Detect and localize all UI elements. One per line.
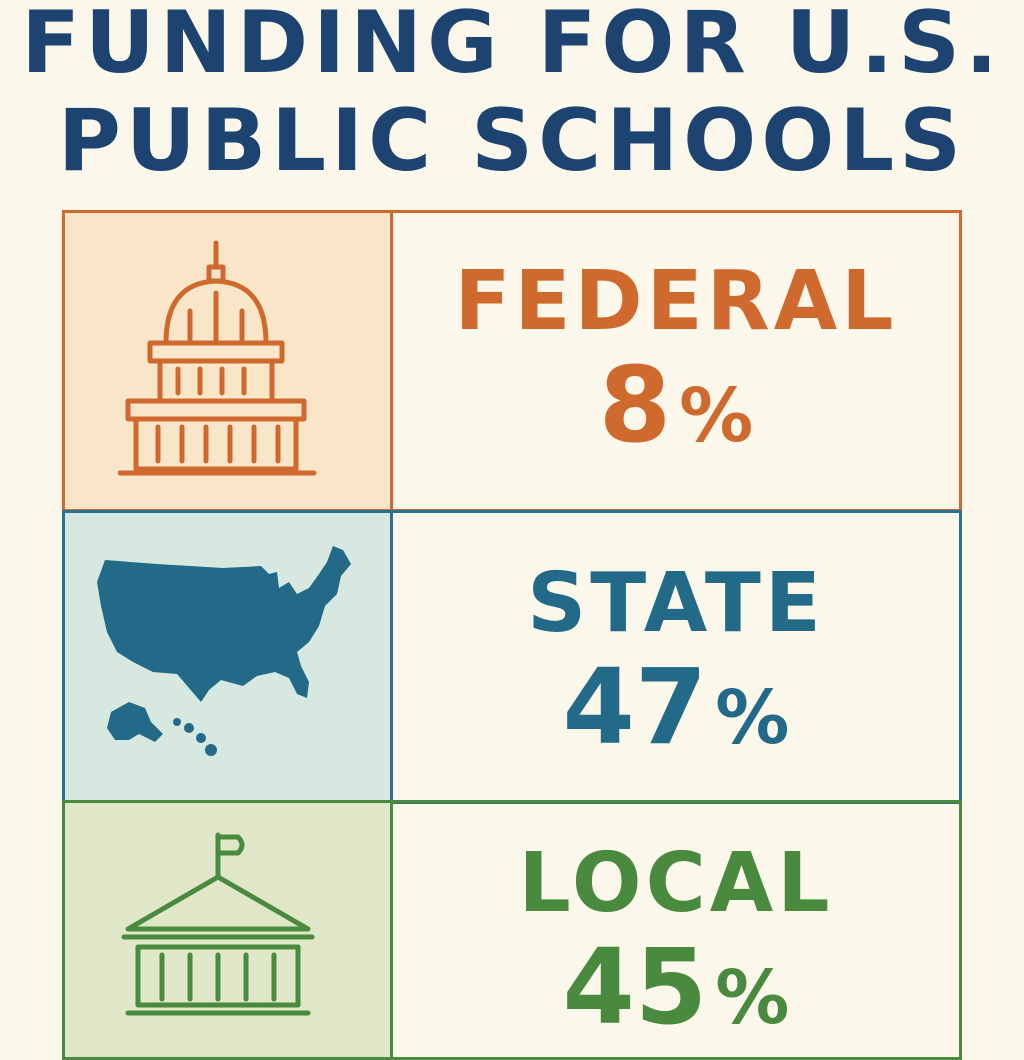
local-label: LOCAL [518, 836, 834, 931]
federal-value: 8 [598, 344, 672, 466]
local-row: LOCAL 45% [62, 800, 962, 1060]
state-icon-cell [65, 513, 393, 801]
local-value: 45 [562, 926, 708, 1048]
capitol-icon [117, 240, 316, 476]
federal-label: FEDERAL [454, 254, 898, 349]
local-percent-sign: % [715, 955, 790, 1041]
title-line-2: PUBLIC SCHOOLS [57, 91, 967, 191]
state-percent-sign: % [715, 675, 790, 761]
local-icon-cell [65, 803, 393, 1057]
federal-percentage: 8% [599, 353, 754, 457]
title-line-1: FUNDING FOR U.S. [21, 0, 1003, 93]
local-text-cell: LOCAL 45% [393, 803, 959, 1057]
state-text-cell: STATE 47% [393, 513, 959, 801]
local-percentage: 45% [563, 935, 790, 1039]
federal-row: FEDERAL 8% [62, 210, 962, 512]
schoolhouse-icon [121, 832, 314, 1016]
state-percentage: 47% [563, 655, 790, 759]
federal-percent-sign: % [679, 373, 754, 459]
federal-text-cell: FEDERAL 8% [393, 213, 959, 509]
state-row: STATE 47% [62, 510, 962, 804]
usa-map-icon [96, 546, 351, 756]
state-value: 47 [562, 646, 708, 768]
state-label: STATE [527, 556, 825, 651]
federal-icon-cell [65, 213, 393, 509]
